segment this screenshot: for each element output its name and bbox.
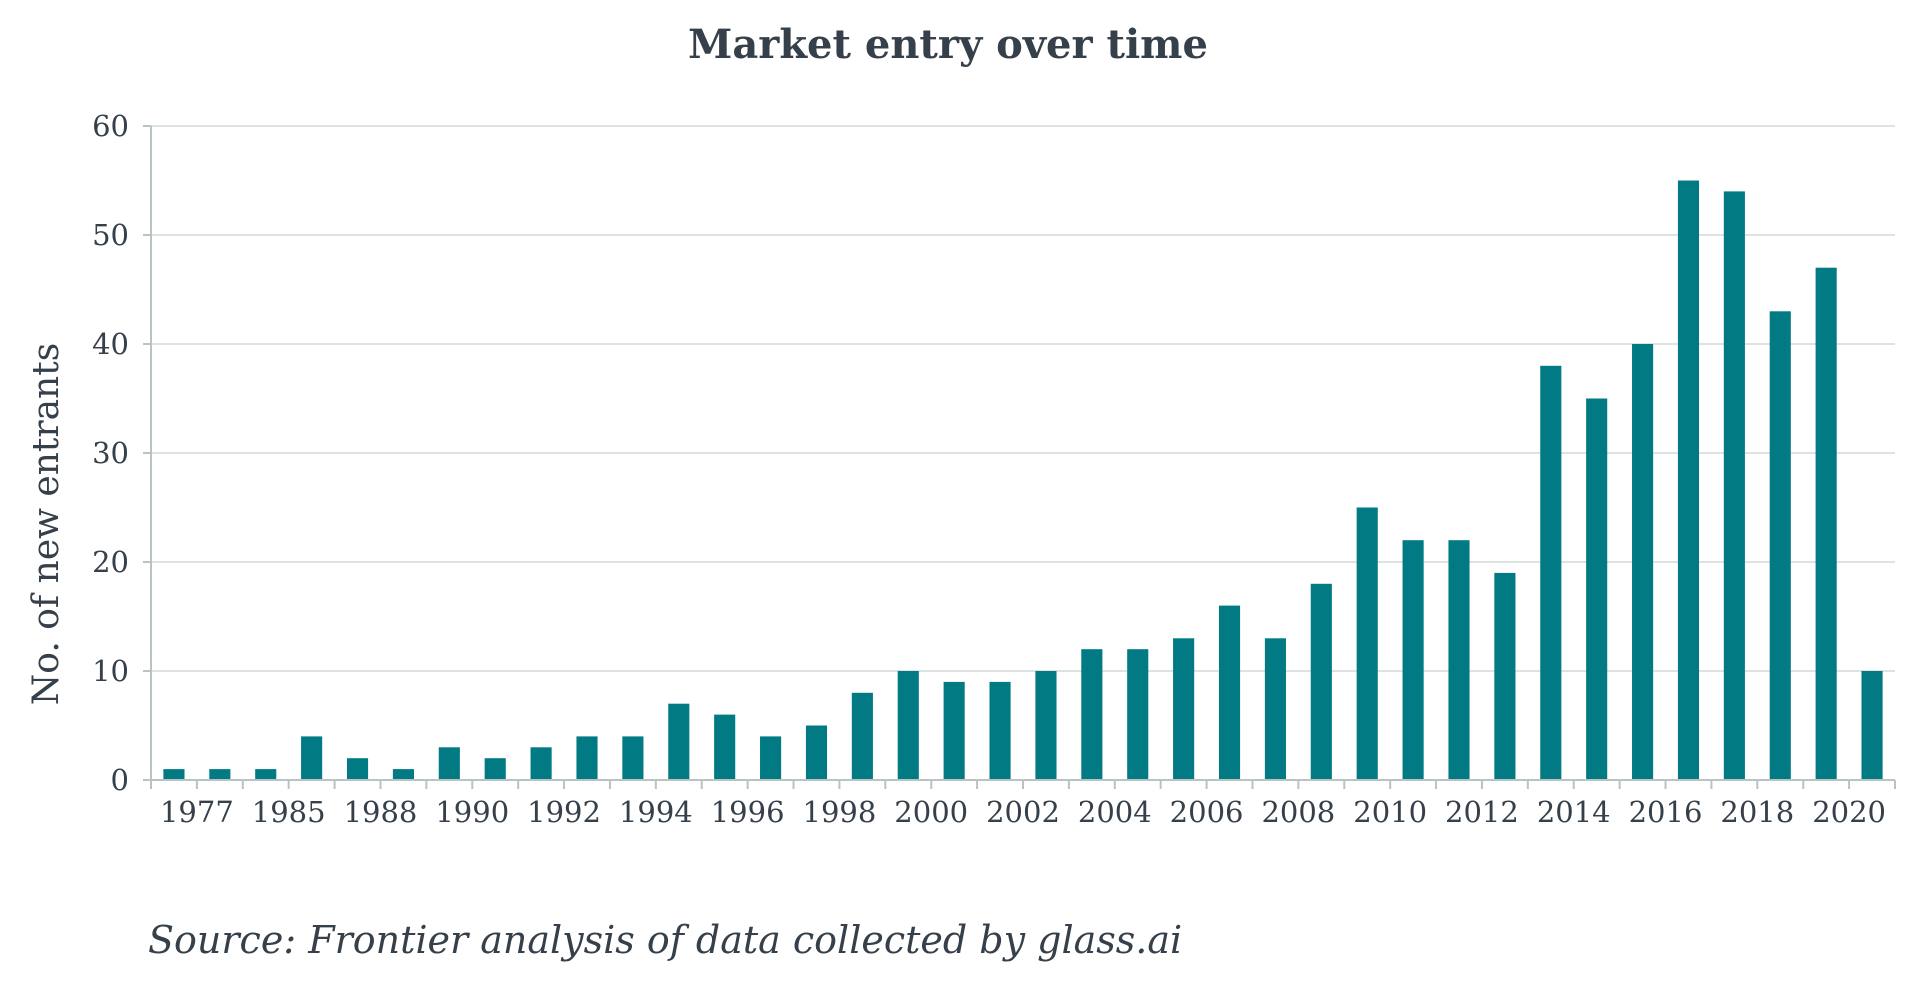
x-tick-label: 2012	[1445, 795, 1519, 829]
bar-1985	[255, 769, 277, 780]
bar-2013	[1494, 572, 1516, 780]
bar-2007	[1218, 605, 1241, 780]
y-tick-label: 10	[92, 654, 129, 688]
x-tick-label: 1988	[344, 795, 418, 829]
bars	[163, 180, 1883, 780]
bar-2005	[1127, 649, 1149, 780]
bar-1991	[484, 758, 506, 780]
bar-1993	[576, 736, 598, 780]
y-axis-ticks: 0 10 20 30 40 50 60	[92, 109, 151, 797]
bar-1995	[668, 703, 690, 780]
bar-2006	[1173, 638, 1195, 780]
bar-1977	[163, 769, 185, 780]
bar-1998	[805, 725, 828, 780]
x-tick-label: 2008	[1261, 795, 1335, 829]
bar-1999	[851, 692, 873, 780]
bar-2012	[1448, 540, 1470, 780]
bar-2017	[1677, 180, 1700, 780]
bar-2014	[1540, 365, 1562, 780]
y-tick-label: 60	[92, 109, 129, 143]
bar-2004	[1081, 649, 1103, 780]
x-tick-label: 2016	[1629, 795, 1703, 829]
bar-2010	[1356, 507, 1378, 780]
bar-1978	[209, 769, 231, 780]
y-tick-label: 40	[92, 327, 129, 361]
x-axis: 1977 1985 1988 1990 1992 1994 1996 1998 2000 2002…	[150, 126, 1896, 829]
bar-1990	[438, 747, 460, 780]
bar-1992	[530, 747, 552, 780]
x-tick-label: 2018	[1720, 795, 1794, 829]
bar-2002	[989, 681, 1011, 780]
bar-1996	[714, 714, 736, 780]
bar-2019	[1769, 311, 1791, 780]
x-tick-label: 2010	[1353, 795, 1427, 829]
y-tick-label: 30	[92, 436, 129, 470]
bar-1994	[622, 736, 644, 780]
bar-2011	[1402, 540, 1424, 780]
x-tick-label: 1985	[252, 795, 326, 829]
bar-2016	[1632, 344, 1654, 780]
x-tick-label: 1994	[619, 795, 693, 829]
bar-2008	[1264, 638, 1286, 780]
bar-1997	[760, 736, 782, 780]
bar-1988	[346, 758, 369, 780]
source-note: Source: Frontier analysis of data collec…	[148, 918, 1183, 962]
bar-2000	[897, 671, 919, 780]
chart-title: Market entry over time	[688, 21, 1208, 68]
bar-2015	[1586, 398, 1608, 780]
y-tick-label: 0	[111, 763, 129, 797]
bar-1987	[301, 736, 323, 780]
bar-2020	[1815, 267, 1837, 780]
x-tick-label: 1996	[711, 795, 785, 829]
y-tick-label: 50	[92, 218, 129, 252]
bar-2009	[1310, 583, 1332, 780]
x-tick-label: 2014	[1537, 795, 1611, 829]
y-axis-label: No. of new entrants	[26, 343, 67, 705]
y-tick-label: 20	[92, 545, 129, 579]
x-tick-label: 2002	[986, 795, 1060, 829]
x-tick-label: 1998	[803, 795, 877, 829]
bar-2003	[1035, 671, 1057, 780]
bar-2021	[1861, 671, 1883, 780]
x-tick-label: 2000	[894, 795, 968, 829]
x-tick-label: 1990	[435, 795, 509, 829]
x-tick-label: 2004	[1078, 795, 1152, 829]
bar-2001	[943, 681, 965, 780]
x-tick-label: 2020	[1812, 795, 1886, 829]
x-tick-label: 1992	[527, 795, 601, 829]
x-tick-label: 2006	[1170, 795, 1244, 829]
x-tick-label: 1977	[160, 795, 234, 829]
bar-2018	[1723, 191, 1745, 780]
bar-1989	[392, 769, 414, 780]
